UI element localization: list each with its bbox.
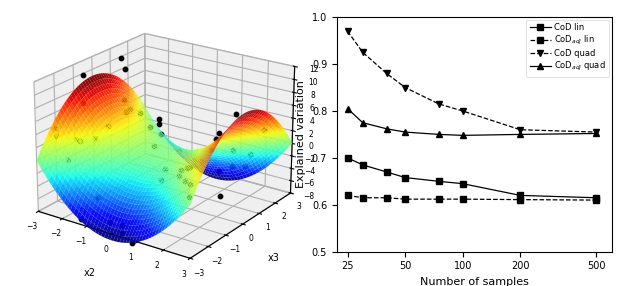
CoD$_{adj}$ quad — [435, 133, 442, 136]
Line: CoD quad: CoD quad — [345, 28, 599, 135]
CoD quad — [435, 102, 442, 106]
Line: CoD$_{adj}$ lin: CoD$_{adj}$ lin — [345, 192, 599, 203]
CoD$_{adj}$ quad — [359, 121, 366, 124]
CoD quad — [459, 109, 467, 113]
CoD quad — [383, 72, 391, 75]
CoD lin — [459, 182, 467, 185]
CoD quad — [401, 86, 409, 89]
CoD$_{adj}$ lin — [359, 196, 366, 199]
CoD quad — [517, 128, 524, 132]
CoD$_{adj}$ quad — [593, 132, 600, 135]
CoD quad — [593, 130, 600, 134]
CoD$_{adj}$ lin — [401, 197, 409, 201]
CoD lin — [344, 156, 351, 160]
Legend: CoD lin, CoD$_{adj}$ lin, CoD quad, CoD$_{adj}$ quad: CoD lin, CoD$_{adj}$ lin, CoD quad, CoD$… — [527, 20, 609, 77]
CoD$_{adj}$ lin — [459, 197, 467, 201]
CoD lin — [383, 170, 391, 174]
CoD$_{adj}$ quad — [459, 134, 467, 137]
CoD$_{adj}$ quad — [383, 127, 391, 130]
CoD$_{adj}$ lin — [593, 198, 600, 202]
X-axis label: Number of samples: Number of samples — [420, 277, 529, 286]
Line: CoD$_{adj}$ quad: CoD$_{adj}$ quad — [345, 106, 599, 138]
X-axis label: x2: x2 — [84, 268, 95, 278]
CoD quad — [344, 29, 351, 33]
CoD$_{adj}$ lin — [383, 196, 391, 199]
CoD$_{adj}$ lin — [435, 197, 442, 201]
CoD quad — [359, 51, 366, 54]
CoD lin — [517, 194, 524, 197]
CoD lin — [593, 196, 600, 199]
CoD$_{adj}$ quad — [517, 133, 524, 136]
CoD lin — [359, 163, 366, 167]
CoD$_{adj}$ lin — [344, 194, 351, 197]
CoD$_{adj}$ lin — [517, 198, 524, 201]
CoD lin — [401, 176, 409, 179]
CoD$_{adj}$ quad — [344, 107, 351, 110]
CoD$_{adj}$ quad — [401, 130, 409, 134]
CoD lin — [435, 180, 442, 183]
Y-axis label: Explained variation: Explained variation — [296, 80, 306, 188]
Y-axis label: x3: x3 — [267, 253, 279, 263]
Line: CoD lin: CoD lin — [345, 155, 599, 200]
